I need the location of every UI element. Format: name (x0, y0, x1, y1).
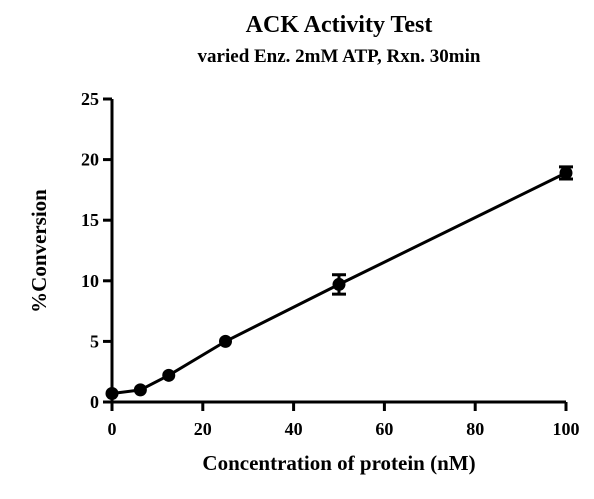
x-tick-label: 80 (466, 419, 484, 439)
data-point (332, 277, 346, 291)
data-point (133, 383, 147, 397)
x-tick-label: 60 (375, 419, 393, 439)
x-tick-label: 100 (553, 419, 580, 439)
x-tick-label: 20 (194, 419, 212, 439)
plot-series (105, 165, 573, 401)
data-point (105, 387, 119, 401)
y-tick-label: 10 (81, 271, 99, 291)
y-tick-label: 15 (81, 210, 99, 230)
x-tick-label: 40 (285, 419, 303, 439)
x-axis: 0 20 40 60 80 100 (108, 400, 580, 439)
y-tick-label: 25 (81, 89, 99, 109)
x-axis-label: Concentration of protein (nM) (202, 451, 475, 475)
y-tick-label: 20 (81, 150, 99, 170)
y-tick-label: 5 (90, 331, 99, 351)
x-tick-label: 0 (108, 419, 117, 439)
chart-subtitle: varied Enz. 2mM ATP, Rxn. 30min (198, 46, 481, 67)
y-tick-label: 0 (90, 392, 99, 412)
data-point (219, 334, 232, 348)
y-axis-label: %Conversion (27, 189, 51, 313)
chart-title: ACK Activity Test (246, 12, 433, 38)
data-point (162, 368, 176, 382)
data-point (559, 166, 573, 180)
y-axis: 0 5 10 15 20 25 (81, 89, 114, 412)
